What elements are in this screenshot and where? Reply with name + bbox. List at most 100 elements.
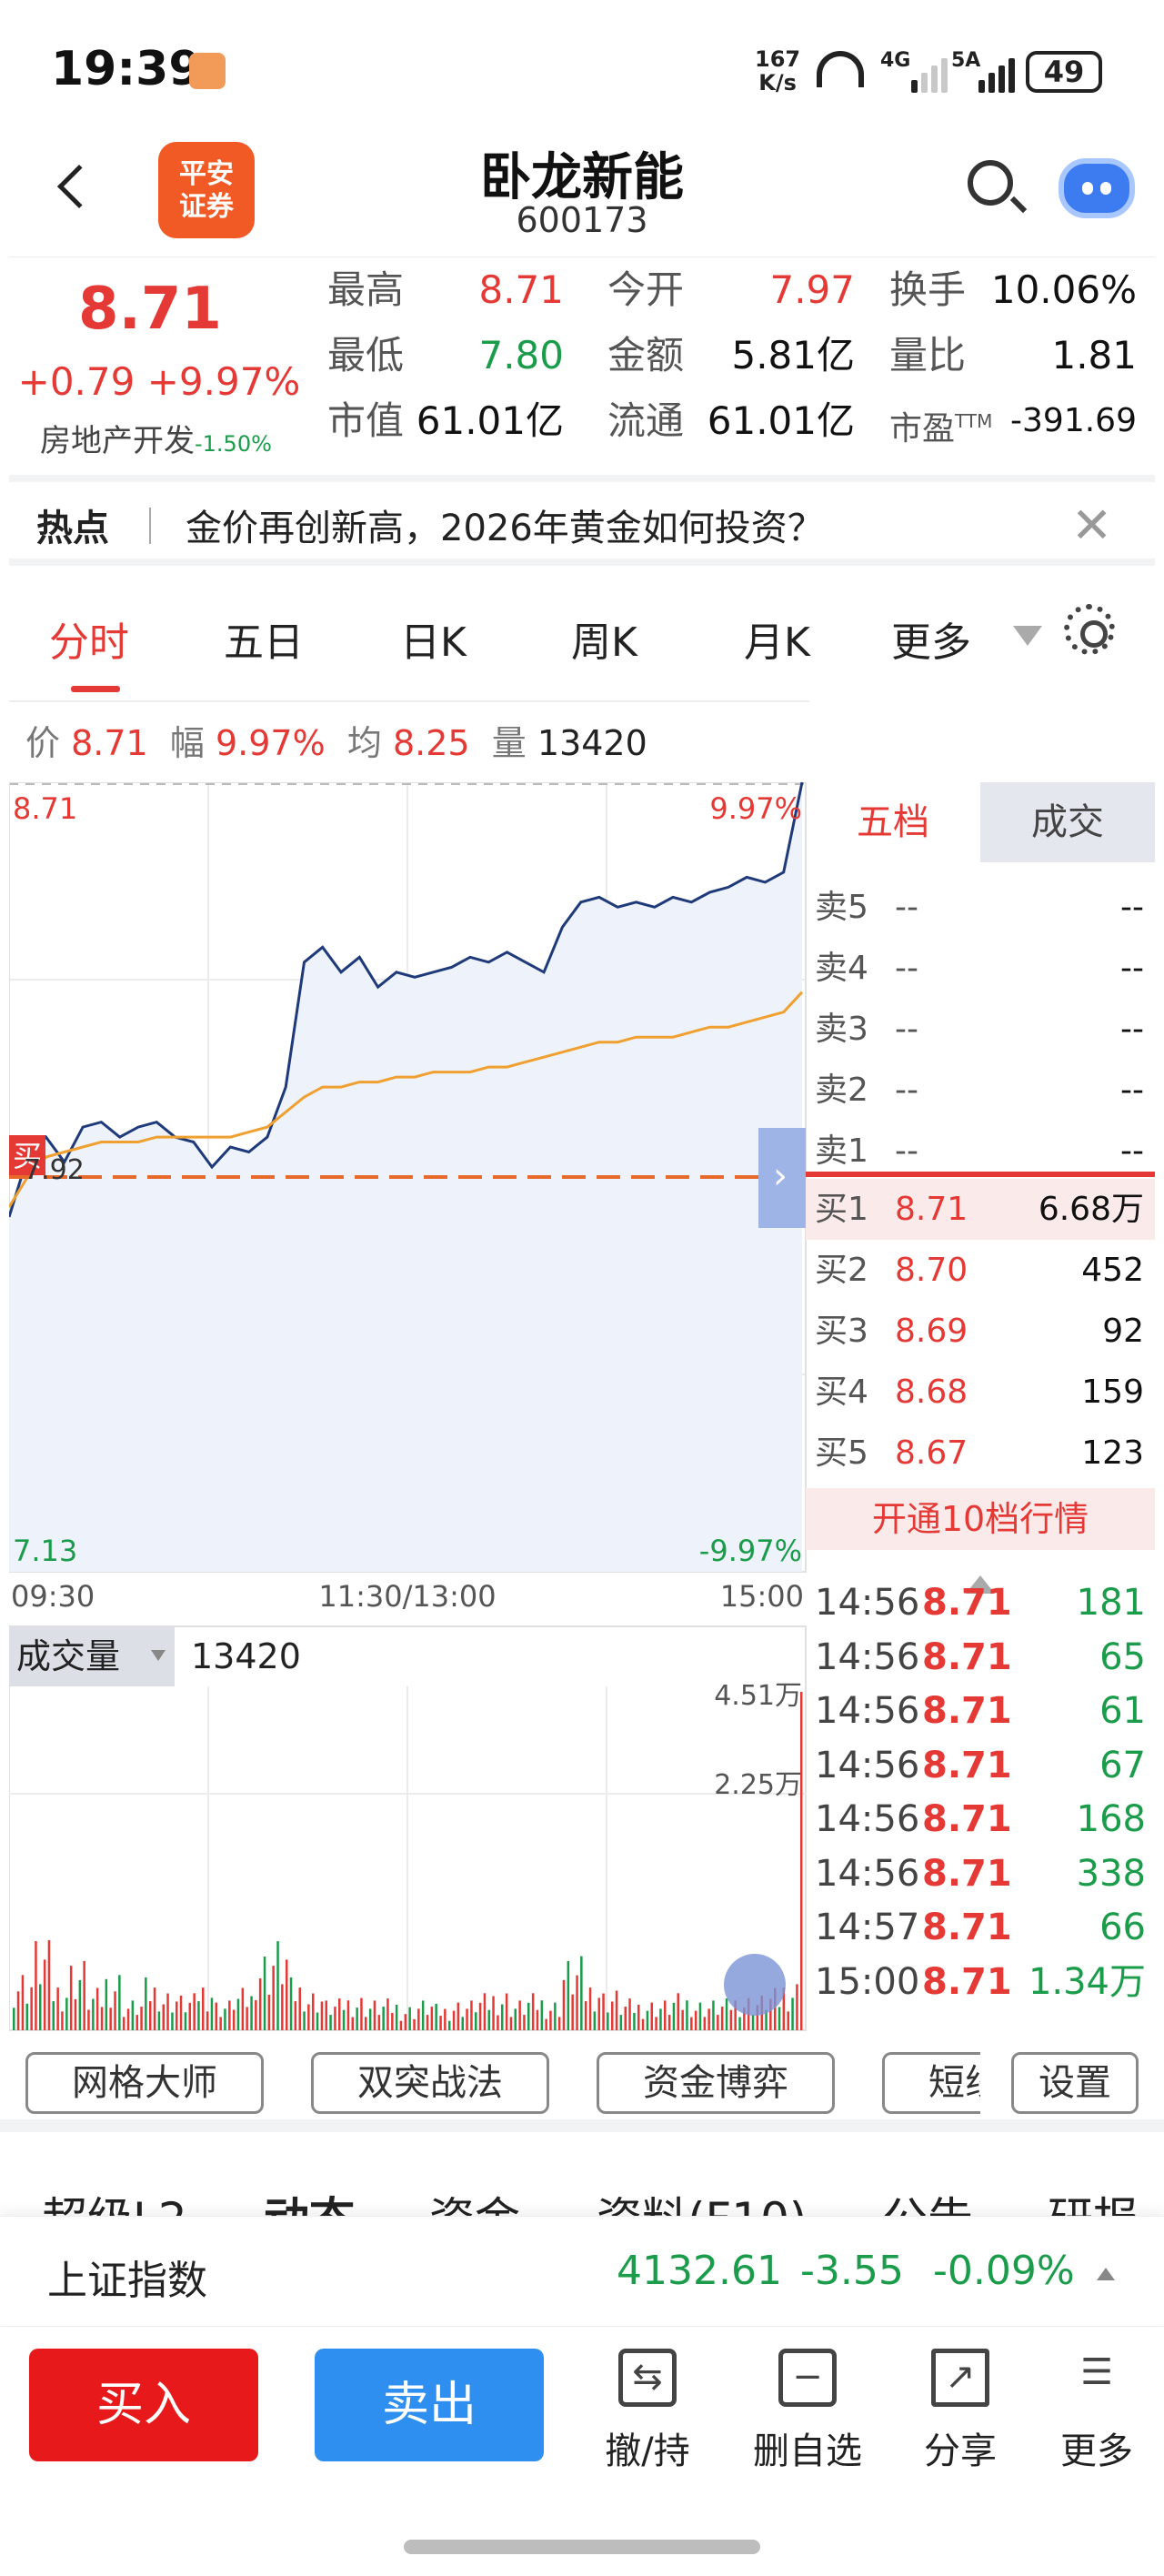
capital-game-button[interactable]: 资金博弈 xyxy=(597,2052,835,2114)
pct-top-label: 9.97% xyxy=(709,791,802,826)
volume-bar xyxy=(267,1995,271,2030)
ask-row[interactable]: 卖1 -- -- xyxy=(806,1121,1155,1182)
volume-bar xyxy=(461,2017,464,2030)
market-index-bar[interactable]: 上证指数 4132.61 -3.55 -0.09% xyxy=(0,2216,1164,2327)
volume-bar xyxy=(21,1975,25,2030)
trade-row: 15:00 8.71 1.34万 xyxy=(815,1960,1146,2003)
volume-bar xyxy=(105,1978,108,2030)
remove-watchlist-button[interactable]: − 删自选 xyxy=(753,2349,862,2474)
volume-bar xyxy=(694,2010,697,2030)
level-label: 买2 xyxy=(815,1252,868,1289)
hot-topic-text[interactable]: 金价再创新高，2026年黄金如何投资？ xyxy=(186,508,824,549)
volume-bar xyxy=(109,2007,112,2030)
tool-buttons: 网格大师 双突战法 资金博弈 短线 设置 xyxy=(0,2043,1164,2116)
tab-more[interactable]: 更多 xyxy=(891,619,971,666)
tab-capital[interactable]: 资金 xyxy=(429,2183,520,2218)
tab-f10[interactable]: 资料(F10) xyxy=(597,2183,807,2218)
double-breakout-button[interactable]: 双突战法 xyxy=(311,2052,549,2114)
ask-row[interactable]: 卖2 -- -- xyxy=(806,1060,1155,1121)
tab-weekly-k[interactable]: 周K xyxy=(571,619,637,666)
volume-bar xyxy=(241,1987,245,2030)
bid-row[interactable]: 买4 8.68 159 xyxy=(806,1362,1155,1423)
hot-topic-banner[interactable]: 热点 金价再创新高，2026年黄金如何投资？ ✕ xyxy=(9,475,1155,566)
volume-bar xyxy=(751,2014,755,2030)
volume-bar xyxy=(734,2000,737,2030)
volume-bar xyxy=(800,1692,803,2030)
bid-row[interactable]: 买1 8.71 6.68万 xyxy=(806,1179,1155,1240)
stock-code: 600173 xyxy=(516,200,648,240)
minus-icon: − xyxy=(778,2349,837,2407)
assistant-robot-icon[interactable] xyxy=(1059,158,1135,218)
info-vol-label: 量 xyxy=(491,723,527,763)
volume-bar xyxy=(351,2017,354,2030)
search-icon[interactable] xyxy=(968,160,1013,206)
stat-label: 流通 xyxy=(607,398,685,443)
info-price-label: 价 xyxy=(25,723,61,763)
stat-label: 换手 xyxy=(889,267,967,312)
volume-bar xyxy=(712,2000,715,2030)
intraday-chart[interactable]: 买7.92 › 8.71 7.13 9.97% -9.97% 09:30 11:30/13:0… xyxy=(9,782,1164,2038)
volume-bar xyxy=(210,1997,214,2030)
level-price: 8.68 xyxy=(895,1374,968,1411)
volume-bar xyxy=(39,1984,42,2030)
gear-icon[interactable] xyxy=(1064,604,1115,655)
level-label: 买1 xyxy=(815,1191,868,1228)
cancel-hold-button[interactable]: ⇆ 撤/持 xyxy=(593,2349,702,2474)
ask-row[interactable]: 卖3 -- -- xyxy=(806,999,1155,1060)
level-price: -- xyxy=(895,950,918,987)
tab-trades[interactable]: 成交 xyxy=(980,782,1155,862)
volume-bar xyxy=(236,1998,240,2030)
buy-button[interactable]: 买入 xyxy=(29,2349,258,2461)
volume-bar xyxy=(738,2017,741,2030)
tab-research[interactable]: 研报 xyxy=(1048,2183,1139,2218)
x-axis-label: 11:30/13:00 xyxy=(318,1579,496,1614)
bid-row[interactable]: 买2 8.70 452 xyxy=(806,1240,1155,1301)
scroll-up-icon[interactable] xyxy=(966,1575,995,1594)
tab-super-l2[interactable]: 超级L2 xyxy=(42,2183,187,2218)
sell-button[interactable]: 卖出 xyxy=(315,2349,544,2461)
info-price: 8.71 xyxy=(71,723,148,763)
level-price: -- xyxy=(895,1011,918,1048)
short-term-button[interactable]: 短线 xyxy=(882,2052,980,2114)
tab-monthly-k[interactable]: 月K xyxy=(744,619,810,666)
volume-bar xyxy=(131,2000,135,2030)
signal-bars-icon xyxy=(911,55,948,93)
volume-bar xyxy=(720,2007,724,2030)
tab-five-levels[interactable]: 五档 xyxy=(857,801,929,843)
stat-value: 7.97 xyxy=(769,267,855,312)
broker-logo[interactable]: 平安证券 xyxy=(158,142,255,238)
volume-bar xyxy=(135,2015,138,2030)
quote-panel: 8.71 +0.79 +9.97% 房地产开发-1.50% 最高 8.71 今开 7.… xyxy=(9,257,1155,468)
bid-row[interactable]: 买5 8.67 123 xyxy=(806,1423,1155,1484)
volume-bar xyxy=(646,2010,649,2030)
tab-news[interactable]: 动态 xyxy=(264,2183,355,2218)
volume-bar xyxy=(289,1977,293,2030)
level-label: 卖5 xyxy=(815,889,868,926)
level-volume: 6.68万 xyxy=(1038,1191,1144,1228)
settings-button[interactable]: 设置 xyxy=(1011,2052,1139,2114)
tab-intraday[interactable]: 分时 xyxy=(49,619,129,666)
chevron-down-icon[interactable] xyxy=(1013,626,1042,646)
bid-row[interactable]: 买3 8.69 92 xyxy=(806,1301,1155,1362)
chevron-up-icon[interactable] xyxy=(1097,2268,1115,2280)
volume-bar xyxy=(16,1991,20,2030)
tab-daily-k[interactable]: 日K xyxy=(400,619,467,666)
volume-bar xyxy=(176,2001,178,2030)
volume-bar xyxy=(87,2009,90,2030)
close-icon[interactable]: ✕ xyxy=(1071,497,1113,554)
more-button[interactable]: ☰ 更多 xyxy=(1042,2349,1151,2474)
home-indicator[interactable] xyxy=(404,2540,760,2554)
tab-announcement[interactable]: 公告 xyxy=(882,2183,973,2218)
volume-bar xyxy=(83,1960,85,2030)
stat-label: 最高 xyxy=(327,267,405,312)
volume-bar xyxy=(391,2012,394,2030)
ask-row[interactable]: 卖4 -- -- xyxy=(806,938,1155,999)
open-ten-level-button[interactable]: 开通10档行情 xyxy=(806,1488,1155,1550)
tab-five-day[interactable]: 五日 xyxy=(224,619,304,666)
index-change: -3.55 xyxy=(800,2248,904,2294)
ask-row[interactable]: 卖5 -- -- xyxy=(806,877,1155,938)
share-button[interactable]: ↗ 分享 xyxy=(906,2349,1015,2474)
grid-master-button[interactable]: 网格大师 xyxy=(25,2052,264,2114)
stat-value: 7.80 xyxy=(478,333,564,377)
sector-link[interactable]: 房地产开发-1.50% xyxy=(40,423,272,459)
